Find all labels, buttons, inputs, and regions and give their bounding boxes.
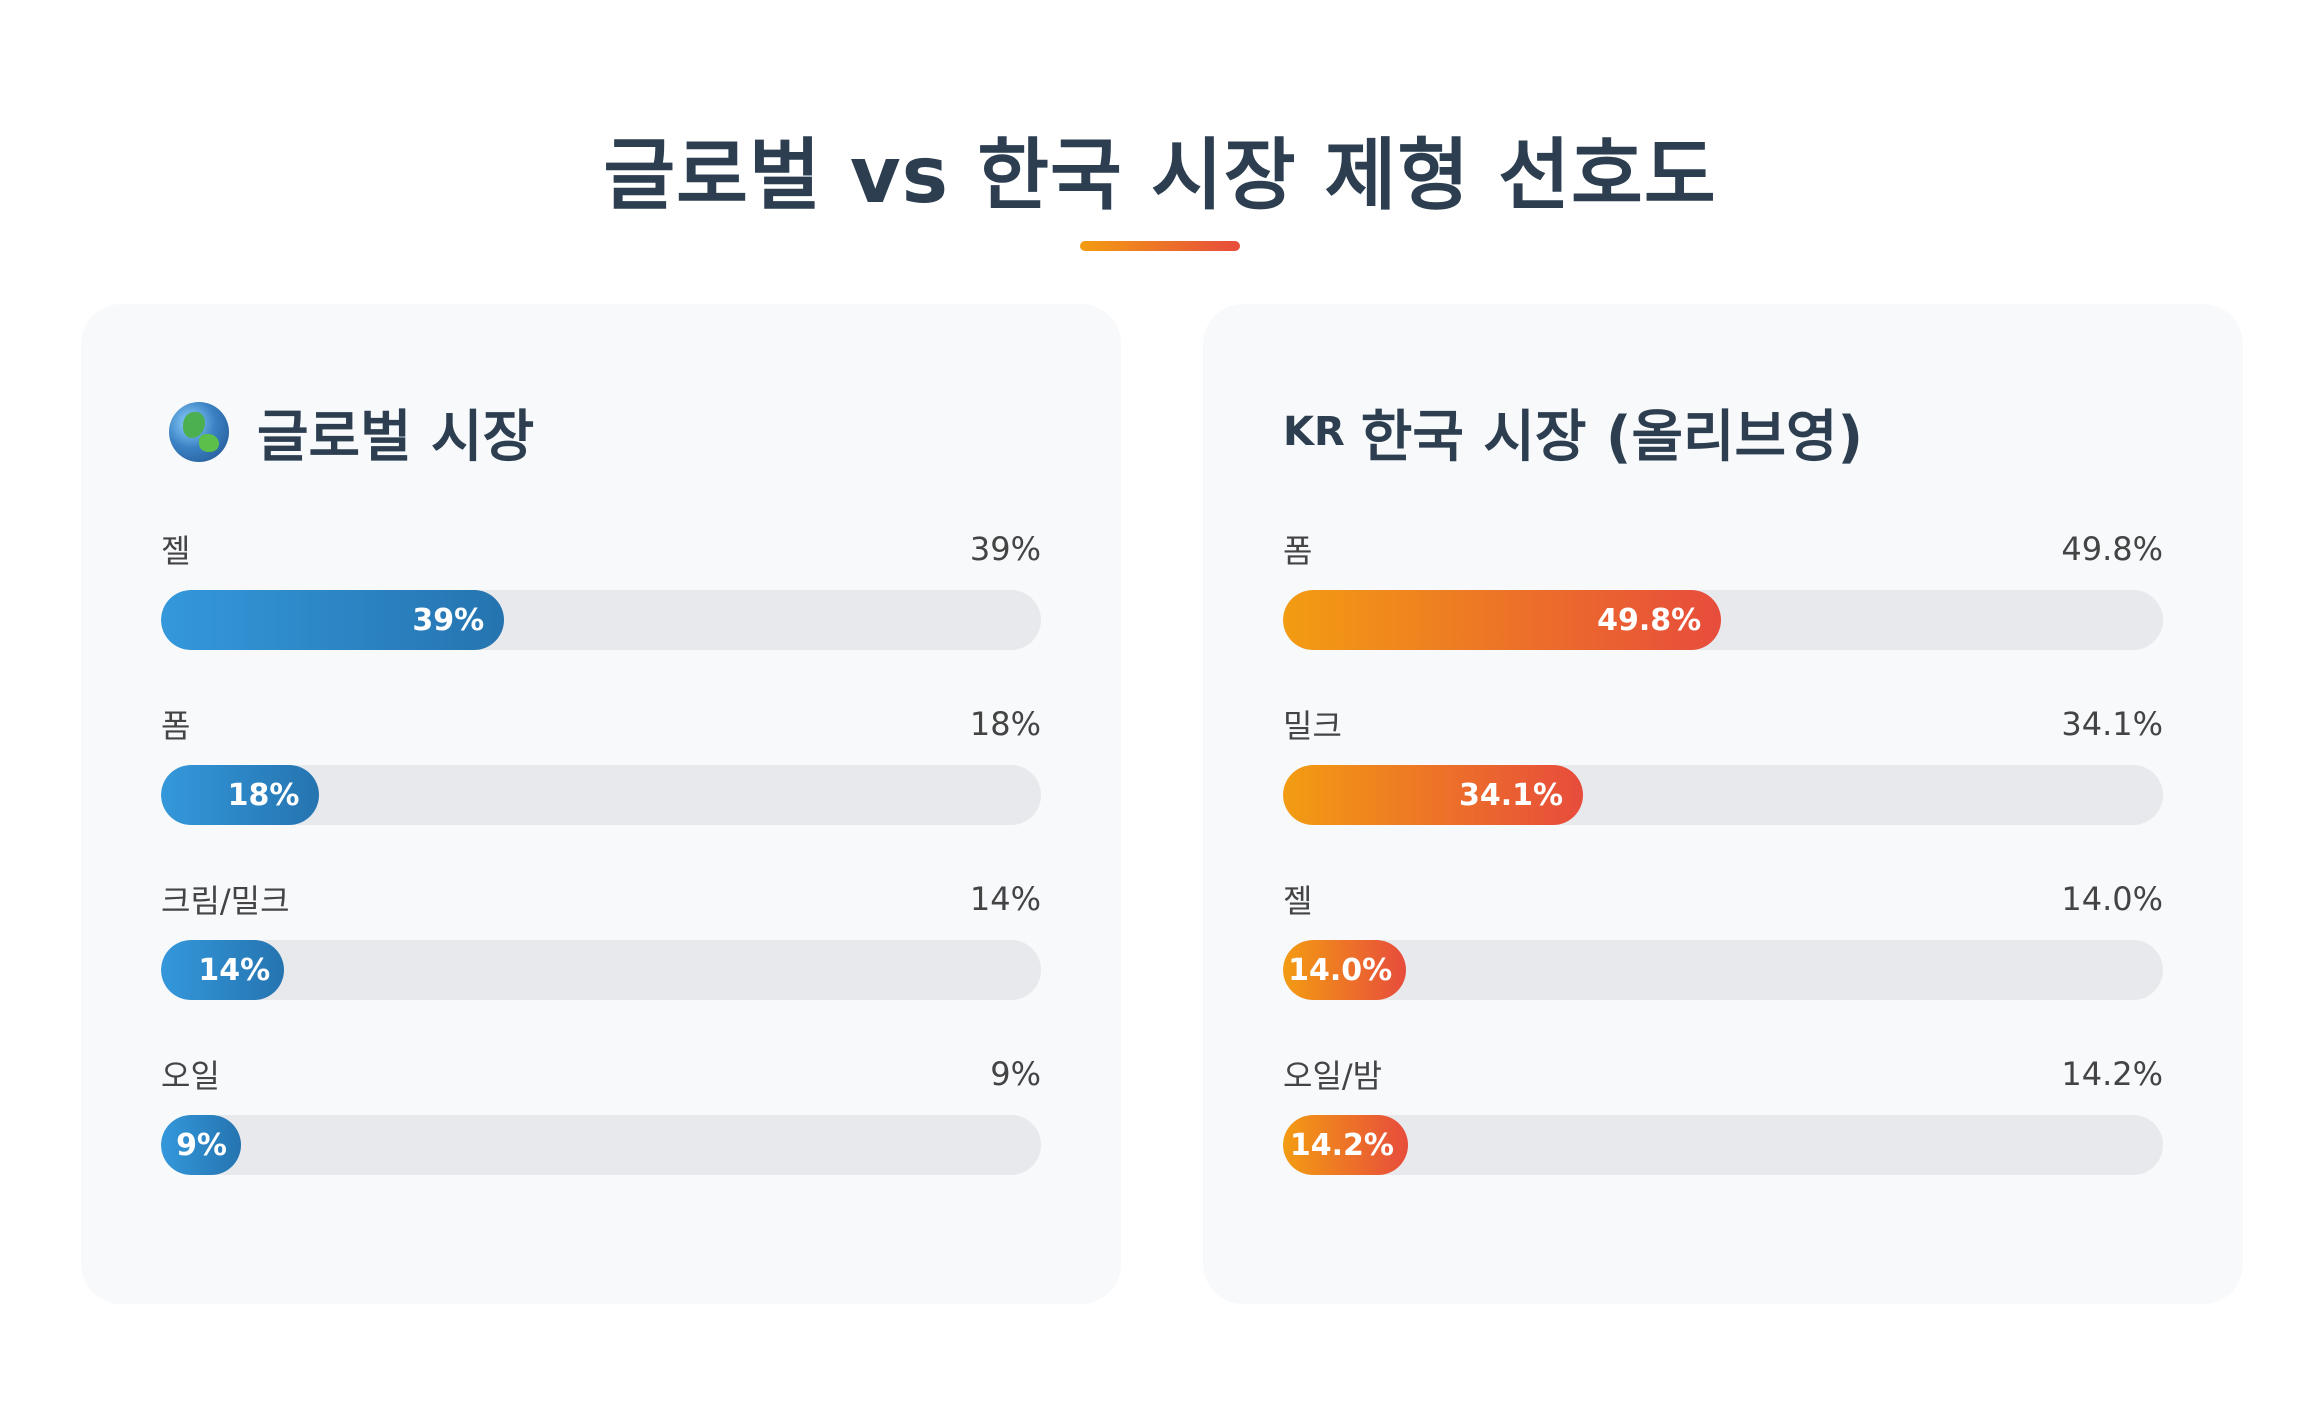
category-label: 폼 [161, 707, 191, 745]
value-label: 14.2% [2061, 1055, 2163, 1093]
panel-title: 글로벌 시장 [257, 404, 535, 470]
page-title: 글로벌 vs 한국 시장 제형 선호도 [603, 131, 1717, 221]
bar-item: 오일 9% 9% [161, 1049, 1041, 1224]
kr-flag-code: KR [1283, 409, 1345, 455]
category-label: 밀크 [1283, 707, 1342, 745]
category-label: 폼 [1283, 532, 1313, 570]
bar-item: 밀크 34.1% 34.1% [1283, 699, 2163, 874]
bar-track: 9% [161, 1115, 1041, 1175]
category-label: 오일/밤 [1283, 1057, 1383, 1095]
value-label: 39% [969, 530, 1041, 568]
value-label: 9% [990, 1055, 1041, 1093]
globe-icon [169, 402, 229, 462]
category-label: 크림/밀크 [161, 882, 290, 920]
bar-fill: 9% [161, 1115, 241, 1175]
bar-fill: 39% [161, 590, 505, 650]
global-bar-chart: 젤 39% 39% 폼 18% 18% 크림/밀크 14% 14% 오일 9% 9% [161, 524, 1041, 1224]
bar-track: 39% [161, 590, 1041, 650]
bar-track: 18% [161, 765, 1041, 825]
korea-bar-chart: 폼 49.8% 49.8% 밀크 34.1% 34.1% 젤 14.0% 14.0% 오일/밤 14… [1283, 524, 2163, 1224]
bar-fill: 14.0% [1283, 940, 1407, 1000]
bar-track: 14% [161, 940, 1041, 1000]
bar-fill: 18% [161, 765, 320, 825]
bar-label-row: 젤 39% [161, 524, 1041, 574]
bar-item: 오일/밤 14.2% 14.2% [1283, 1049, 2163, 1224]
bar-label-row: 밀크 34.1% [1283, 699, 2163, 749]
bar-label-row: 오일 9% [161, 1049, 1041, 1099]
bar-item: 크림/밀크 14% 14% [161, 874, 1041, 1049]
bar-label-row: 오일/밤 14.2% [1283, 1049, 2163, 1099]
bar-item: 폼 18% 18% [161, 699, 1041, 874]
category-label: 오일 [161, 1057, 220, 1095]
bar-label-row: 폼 18% [161, 699, 1041, 749]
bar-label-row: 크림/밀크 14% [161, 874, 1041, 924]
bar-fill: 49.8% [1283, 590, 1722, 650]
category-label: 젤 [161, 532, 191, 570]
global-market-panel: 글로벌 시장 젤 39% 39% 폼 18% 18% 크림/밀크 14% 14% 오일 9% 9% [81, 304, 1121, 1304]
bar-track: 49.8% [1283, 590, 2163, 650]
bar-fill: 14.2% [1283, 1115, 1408, 1175]
bar-track: 34.1% [1283, 765, 2163, 825]
panel-header: KR 한국 시장 (올리브영) [1283, 392, 1863, 472]
bar-label-row: 젤 14.0% [1283, 874, 2163, 924]
value-label: 18% [969, 705, 1041, 743]
korea-market-panel: KR 한국 시장 (올리브영) 폼 49.8% 49.8% 밀크 34.1% 34.1% 젤… [1203, 304, 2243, 1304]
value-label: 34.1% [2061, 705, 2163, 743]
bar-fill: 34.1% [1283, 765, 1584, 825]
value-label: 49.8% [2061, 530, 2163, 568]
value-label: 14% [969, 880, 1041, 918]
bar-track: 14.2% [1283, 1115, 2163, 1175]
bar-item: 젤 39% 39% [161, 524, 1041, 699]
bar-item: 폼 49.8% 49.8% [1283, 524, 2163, 699]
category-label: 젤 [1283, 882, 1313, 920]
panel-header: 글로벌 시장 [169, 392, 534, 472]
bar-label-row: 폼 49.8% [1283, 524, 2163, 574]
bar-track: 14.0% [1283, 940, 2163, 1000]
bar-item: 젤 14.0% 14.0% [1283, 874, 2163, 1049]
bar-fill: 14% [161, 940, 285, 1000]
value-label: 14.0% [2061, 880, 2163, 918]
panel-title: 한국 시장 (올리브영) [1360, 404, 1864, 470]
title-underline [1080, 241, 1240, 251]
